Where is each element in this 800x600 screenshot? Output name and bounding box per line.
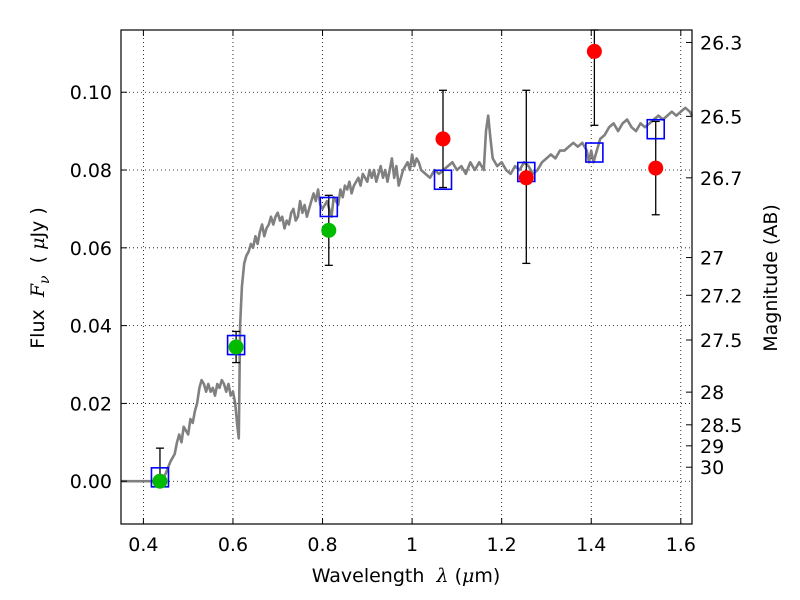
model-band-square: [226, 334, 246, 356]
x-tick-label: 0.6: [218, 534, 248, 556]
y-tick-label: 0.08: [70, 160, 112, 182]
y-tick-label: 0.04: [70, 316, 112, 338]
y-tick-label: 0.06: [70, 238, 112, 260]
model-band-square: [319, 196, 339, 218]
errorbar-layer: [155, 29, 660, 482]
y2-tick-label: 26.7: [700, 168, 742, 190]
x-tick-label: 0.8: [307, 534, 337, 556]
x-axis-title: Wavelength λ (μm): [312, 565, 501, 587]
model-band-square: [585, 142, 604, 163]
y2-tick-label: 28: [700, 382, 724, 404]
model-spectrum-layer: [121, 106, 694, 483]
y2-tick-label: 27.5: [700, 330, 742, 352]
red-data-point: [435, 131, 451, 147]
x-tick-label: 1.4: [576, 534, 606, 556]
x-tick-label: 0.4: [128, 534, 158, 556]
y2-axis-title: Magnitude (AB): [760, 204, 782, 352]
plot-frame: [120, 29, 693, 525]
y2-tick-label: 27: [700, 248, 724, 270]
model-band-square: [646, 118, 666, 140]
x-tick-label: 1.6: [666, 534, 696, 556]
y-tick-label: 0.00: [70, 471, 112, 493]
y-tick-label: 0.10: [70, 82, 112, 104]
observed-point-layer: [152, 43, 664, 489]
y-axis-title: Flux Fν ( μJy ): [27, 207, 53, 349]
model-spectrum-line: [121, 106, 694, 483]
y2-tick-label: 30: [700, 457, 724, 479]
green-data-point: [321, 222, 337, 238]
y-tick-label: 0.02: [70, 393, 112, 415]
green-data-point: [228, 339, 244, 355]
y2-tick-label: 29: [700, 436, 724, 458]
tick-layer: 0.4 0.6 0.8 1 1.2 1.4 1.6 0.00 0.02 0.04 0.06 0.08 0…: [70, 30, 742, 556]
x-tick-label: 1: [406, 534, 418, 556]
red-data-point: [586, 43, 602, 59]
model-band-square: [433, 169, 453, 191]
red-data-point: [648, 160, 664, 176]
grid-layer: [121, 30, 692, 524]
y2-tick-label: 26.5: [700, 106, 742, 128]
red-data-point: [518, 170, 534, 186]
y2-tick-label: 28.5: [700, 415, 742, 437]
y2-tick-label: 27.2: [700, 285, 742, 307]
y2-tick-label: 26.3: [700, 32, 742, 54]
x-tick-label: 1.2: [487, 534, 517, 556]
model-square-layer: [150, 118, 666, 488]
green-data-point: [152, 473, 168, 489]
